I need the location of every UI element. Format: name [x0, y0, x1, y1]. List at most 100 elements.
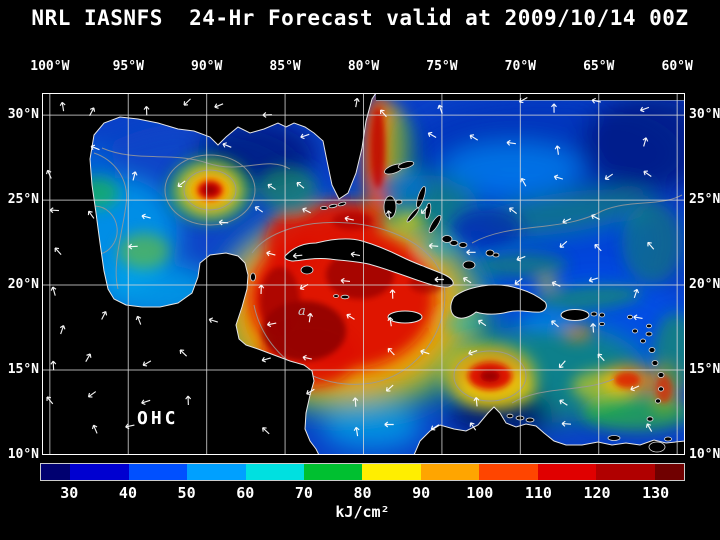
lat-tick-label-left: 20°N — [7, 277, 39, 293]
wind-arrow — [54, 247, 62, 256]
colorbar-tick-label: 40 — [118, 484, 137, 502]
colorbar-segment — [70, 464, 129, 480]
cozumel — [250, 272, 256, 282]
colorbar-tick-label: 30 — [60, 484, 79, 502]
wind-arrow — [462, 276, 472, 284]
lon-tick-label: 80°W — [347, 59, 380, 74]
wind-arrow — [344, 215, 354, 222]
wind-arrow — [420, 206, 428, 215]
wind-arrow — [266, 321, 277, 328]
lat-tick-label-right: 25°N — [689, 192, 720, 208]
colorbar-tick-label: 120 — [583, 484, 611, 502]
wind-arrow — [647, 241, 655, 250]
map-plot: OHC a — [42, 93, 685, 455]
wind-arrow — [588, 277, 598, 283]
colorbar-unit: kJ/cm² — [335, 503, 390, 521]
wind-arrow — [553, 174, 564, 181]
wind-arrow — [142, 360, 152, 367]
wind-arrow — [469, 134, 479, 141]
wind-arrow — [469, 422, 477, 431]
lat-tick-label-left: 30°N — [7, 107, 39, 123]
wind-arrow — [353, 97, 360, 108]
lat-tick-label-left: 10°N — [7, 447, 39, 462]
lon-tick-label: 70°W — [504, 59, 536, 74]
wind-arrow — [50, 360, 57, 371]
wind-arrow — [477, 319, 487, 327]
wind-arrow — [50, 286, 57, 296]
wind-arrow — [125, 423, 135, 430]
wind-arrow — [340, 277, 351, 284]
wind-arrow — [89, 107, 96, 117]
map-frame — [42, 93, 685, 455]
wind-arrow — [597, 353, 605, 362]
colorbar-segment — [304, 464, 363, 480]
colorbar — [40, 463, 685, 481]
lon-tick-label: 95°W — [112, 59, 144, 74]
wind-arrow — [101, 310, 108, 320]
wind-arrow — [437, 104, 443, 114]
wind-arrow — [128, 243, 138, 250]
wind-arrow — [214, 103, 224, 109]
wind-arrow — [307, 312, 314, 323]
island-jamaica — [387, 310, 423, 324]
colorbar-segment — [420, 464, 480, 480]
colorbar-tick-label: 100 — [466, 484, 494, 502]
wind-arrow — [558, 360, 566, 369]
domain-edge-strip — [376, 93, 685, 100]
colorbar-segment — [654, 464, 684, 480]
land-masses — [42, 93, 685, 455]
wind-arrow — [379, 109, 387, 118]
wind-arrow — [141, 213, 151, 220]
wind-arrow — [353, 426, 360, 437]
wind-arrow — [639, 106, 650, 113]
colorbar-segment — [128, 464, 188, 480]
wind-arrow — [551, 103, 557, 113]
wind-arrow — [387, 347, 395, 356]
wind-arrow — [385, 384, 394, 392]
wind-arrow — [473, 397, 480, 407]
wind-arrow — [520, 177, 527, 187]
wind-arrow — [389, 289, 396, 299]
lon-tick-label: 90°W — [191, 59, 223, 74]
wind-arrow — [516, 255, 526, 262]
wind-arrow — [427, 131, 437, 139]
wind-arrow — [299, 283, 309, 291]
wind-arrow — [262, 427, 270, 435]
colorbar-tick-label: 60 — [236, 484, 255, 502]
wind-arrow — [218, 219, 229, 226]
wind-arrow — [468, 349, 478, 356]
wind-arrow — [208, 317, 218, 324]
colorbar-segment — [596, 464, 655, 480]
wind-arrow — [262, 112, 272, 118]
lon-tick-label: 85°W — [269, 59, 301, 74]
colorbar-segment — [41, 464, 71, 480]
colorbar-tick-label: 110 — [524, 484, 552, 502]
wind-arrow — [508, 207, 518, 215]
wind-arrow — [506, 139, 516, 146]
page-title: NRL IASNFS 24-Hr Forecast valid at 2009/… — [31, 6, 689, 30]
lon-tick-label: 60°W — [661, 59, 693, 74]
florida-keys — [320, 201, 347, 210]
wind-arrow — [300, 133, 310, 140]
lat-tick-label-right: 10°N — [689, 447, 720, 462]
wind-arrow — [185, 395, 192, 406]
colorbar-tick-labels: 30 40 50 60 70 80 90 100 110 120 130 — [40, 484, 685, 502]
island-cuba — [284, 238, 454, 288]
lat-tick-label-left: 25°N — [7, 192, 39, 208]
colorbar-tick-label: 130 — [642, 484, 670, 502]
wind-arrow — [384, 421, 394, 428]
lon-tick-label: 65°W — [583, 59, 615, 74]
wind-arrow — [559, 399, 568, 406]
lon-tick-label: 75°W — [426, 59, 458, 74]
wind-arrow — [430, 424, 440, 431]
land-north-central-america — [42, 93, 377, 455]
wind-arrow — [222, 142, 232, 148]
wind-arrow — [559, 240, 568, 248]
wind-arrow — [302, 354, 312, 361]
wind-arrow — [87, 391, 97, 398]
wind-arrow — [266, 250, 276, 257]
wind-arrow — [258, 284, 265, 295]
wind-arrow — [643, 170, 652, 177]
wind-arrow — [91, 424, 98, 434]
